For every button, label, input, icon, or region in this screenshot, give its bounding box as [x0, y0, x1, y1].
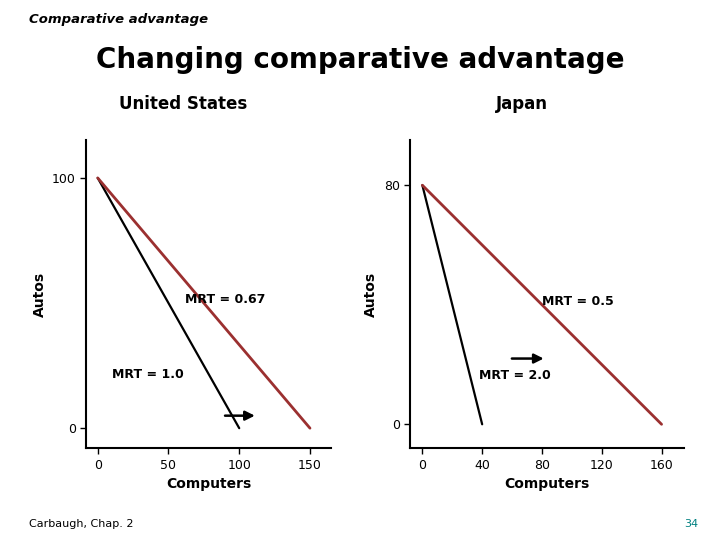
Text: Comparative advantage: Comparative advantage — [29, 14, 208, 26]
Y-axis label: Autos: Autos — [364, 272, 379, 317]
Text: MRT = 1.0: MRT = 1.0 — [112, 368, 184, 381]
Text: 34: 34 — [684, 519, 698, 529]
Text: MRT = 0.5: MRT = 0.5 — [542, 295, 613, 308]
Text: Japan: Japan — [496, 96, 548, 113]
Text: MRT = 0.67: MRT = 0.67 — [186, 293, 266, 306]
Text: MRT = 2.0: MRT = 2.0 — [480, 369, 551, 382]
Text: United States: United States — [120, 96, 248, 113]
X-axis label: Computers: Computers — [166, 477, 251, 491]
X-axis label: Computers: Computers — [505, 477, 590, 491]
Y-axis label: Autos: Autos — [32, 272, 47, 317]
Text: Carbaugh, Chap. 2: Carbaugh, Chap. 2 — [29, 519, 133, 529]
Text: Changing comparative advantage: Changing comparative advantage — [96, 46, 624, 74]
